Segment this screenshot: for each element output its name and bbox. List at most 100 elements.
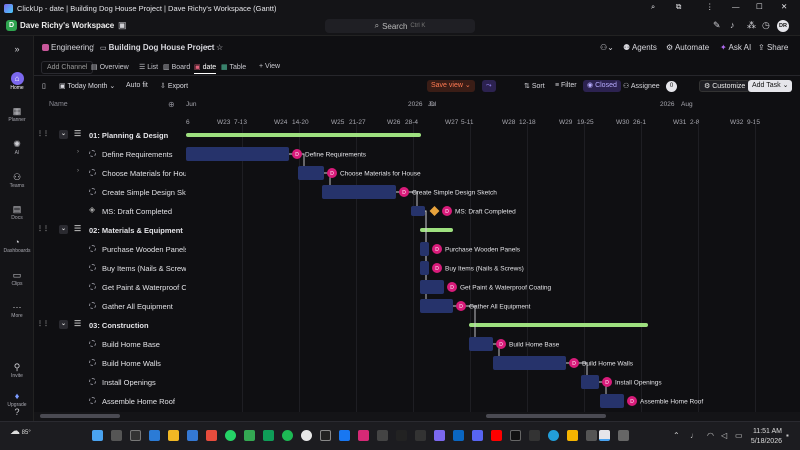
task-row[interactable]: ◈ MS: Draft Completed (34, 202, 186, 221)
autofit-button[interactable]: Auto fit (126, 82, 148, 89)
group-row[interactable]: ⋮⋮ ⌄ ☰ 03: Construction (34, 316, 186, 335)
save-view-button[interactable]: Save view ⌄ (427, 80, 475, 92)
facebook-icon[interactable] (339, 430, 350, 441)
user-avatar[interactable]: DR (777, 20, 789, 32)
status-icon[interactable] (89, 188, 96, 195)
task-row[interactable]: Assemble Home Roof (34, 392, 186, 411)
group-collapse-icon[interactable] (59, 225, 68, 234)
nav-docs[interactable]: ▤ Docs (0, 204, 34, 221)
chevron-right-icon[interactable]: › (77, 149, 79, 155)
taskbar-search-icon[interactable] (111, 430, 122, 441)
nav-clips[interactable]: ▭ Clips (0, 270, 34, 287)
assignee-avatar[interactable] (496, 339, 506, 349)
assignee-avatar[interactable] (442, 206, 452, 216)
nav-ai[interactable]: ✺ AI (0, 139, 34, 156)
today-button[interactable]: ▣ Today (59, 82, 86, 90)
status-icon[interactable] (89, 150, 96, 157)
grid-scrollbar-thumb[interactable] (40, 414, 120, 418)
tiktok-icon[interactable] (510, 430, 521, 441)
task-row[interactable]: Build Home Walls (34, 354, 186, 373)
app-icon-11[interactable] (618, 430, 629, 441)
group-summary-bar[interactable] (420, 228, 453, 232)
status-icon[interactable] (89, 169, 96, 176)
export-button[interactable]: ⇩ Export (160, 82, 188, 90)
search-icon[interactable]: ⌕ (651, 2, 656, 11)
assignee-avatar[interactable] (399, 187, 409, 197)
add-view-button[interactable]: + View (259, 63, 281, 70)
tab-list[interactable]: ☰ List (139, 63, 158, 71)
task-row[interactable]: Install Openings (34, 373, 186, 392)
app-icon-4[interactable] (377, 430, 388, 441)
task-row[interactable]: › Define Requirements (34, 145, 186, 164)
assignee-avatar[interactable] (292, 149, 302, 159)
workspace-avatar[interactable]: D (6, 20, 17, 31)
minimize-icon[interactable]: — (732, 2, 740, 11)
task-bar[interactable] (493, 356, 566, 370)
automate-button[interactable]: ⚙ Automate (666, 43, 709, 52)
status-icon[interactable] (89, 340, 96, 347)
task-bar[interactable] (186, 147, 289, 161)
start-icon[interactable] (92, 430, 103, 441)
breadcrumb-list[interactable]: ▭ Building Dog House Project (100, 43, 214, 52)
task-bar[interactable] (420, 299, 453, 313)
nav-home[interactable]: ⌂ Home (0, 72, 34, 91)
task-row[interactable]: Build Home Base (34, 335, 186, 354)
task-row[interactable]: › Choose Materials for House (34, 164, 186, 183)
add-task-button[interactable]: Add Task ⌄ (748, 80, 793, 92)
assignee-avatar[interactable] (432, 263, 442, 273)
maximize-icon[interactable]: ☐ (756, 2, 763, 11)
agents-button[interactable]: ⚉ Agents (623, 43, 657, 52)
tab-board[interactable]: ▥ Board (163, 63, 190, 71)
nav-teams[interactable]: ⚇ Teams (0, 172, 34, 189)
notepad-icon[interactable]: ✎ (713, 20, 721, 30)
task-row[interactable]: Gather All Equipment (34, 297, 186, 316)
assignee-count-badge[interactable]: 0 (666, 81, 677, 92)
task-bar[interactable] (581, 375, 599, 389)
status-icon[interactable] (89, 378, 96, 385)
app-icon-2[interactable] (244, 430, 255, 441)
spotify-icon[interactable] (282, 430, 293, 441)
assignee-avatar[interactable] (602, 377, 612, 387)
breadcrumb-space[interactable]: Engineering (42, 43, 94, 52)
group-summary-bar[interactable] (186, 133, 421, 137)
notification-icon[interactable]: ▪ (786, 431, 789, 440)
closed-toggle[interactable]: ◉ Closed (583, 80, 621, 92)
app-icon-1[interactable] (206, 430, 217, 441)
more-menu-icon[interactable]: ⋮ (706, 2, 714, 11)
nav-upgrade[interactable]: ♦ Upgrade (0, 391, 34, 408)
drag-handle-icon[interactable]: ⋮⋮ (37, 226, 49, 232)
group-row[interactable]: ⋮⋮ ⌄ ☰ 02: Materials & Equipment (34, 221, 186, 240)
assignee-avatar[interactable] (569, 358, 579, 368)
group-collapse-icon[interactable] (59, 130, 68, 139)
task-bar[interactable] (322, 185, 396, 199)
sidebar-toggle-icon[interactable]: ▯ (42, 83, 46, 90)
status-icon[interactable] (89, 245, 96, 252)
dependency-toggle-icon[interactable]: ⤳ (482, 80, 496, 92)
assignee-avatar[interactable] (432, 244, 442, 254)
nav-expand[interactable]: » (0, 44, 34, 55)
nav-invite[interactable]: ⚲ Invite (0, 362, 34, 379)
clickup-taskbar-icon[interactable] (599, 430, 610, 441)
filter-button[interactable]: ≡ Filter (555, 82, 577, 89)
milestone-handle[interactable] (411, 206, 425, 216)
app-icon-5[interactable] (396, 430, 407, 441)
add-channel-button[interactable]: Add Channel (41, 61, 94, 74)
app-icon-7[interactable] (434, 430, 445, 441)
assignee-avatar[interactable] (327, 168, 337, 178)
tab-table[interactable]: ▦ Table (221, 63, 246, 71)
nav-planner[interactable]: ▦ Planner (0, 106, 34, 123)
chevron-down-icon[interactable]: ⌄ (61, 226, 67, 232)
extension-icon[interactable]: ⧉ (676, 2, 682, 11)
status-icon[interactable] (89, 264, 96, 271)
status-icon[interactable] (89, 302, 96, 309)
double-chevron-right-icon[interactable]: » (14, 44, 20, 54)
search-input[interactable]: ⌕ Search Ctrl K (325, 19, 475, 33)
star-icon[interactable]: ☆ (216, 43, 224, 52)
nav-help[interactable]: ? (0, 407, 34, 418)
edge-icon[interactable] (149, 430, 160, 441)
battery-icon[interactable]: ▭ (735, 431, 743, 440)
app-icon-8[interactable] (529, 430, 540, 441)
apps-grid-icon[interactable]: ⁂ (747, 20, 756, 30)
workspace-name[interactable]: Dave Richy's Workspace (20, 21, 115, 30)
system-clock[interactable]: 11:51 AM 5/18/2026 (751, 427, 782, 447)
